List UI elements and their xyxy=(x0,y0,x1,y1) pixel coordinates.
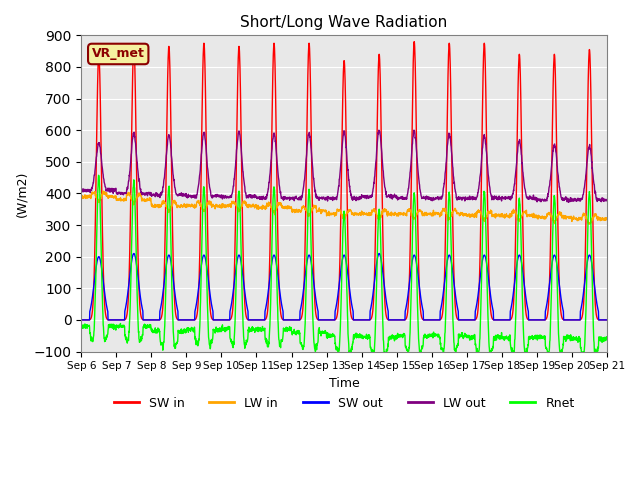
Rnet xyxy=(221,325,228,331)
SW in xyxy=(404,309,412,315)
LW in xyxy=(580,211,588,216)
SW out xyxy=(175,317,183,323)
LW in xyxy=(221,202,228,208)
Title: Short/Long Wave Radiation: Short/Long Wave Radiation xyxy=(241,15,448,30)
Rnet xyxy=(580,349,588,355)
Rnet xyxy=(591,353,599,359)
Text: VR_met: VR_met xyxy=(92,48,145,60)
LW in xyxy=(603,216,611,222)
Line: LW in: LW in xyxy=(81,191,607,224)
LW in xyxy=(77,194,85,200)
SW out xyxy=(580,285,588,291)
LW out xyxy=(77,187,85,192)
LW in xyxy=(349,210,357,216)
Line: SW in: SW in xyxy=(81,42,607,320)
SW in xyxy=(221,317,228,323)
Rnet xyxy=(77,324,85,330)
Rnet xyxy=(95,172,102,178)
Rnet xyxy=(404,349,412,355)
SW out xyxy=(603,317,611,323)
LW out xyxy=(565,200,573,205)
SW out xyxy=(404,293,412,299)
LW in xyxy=(500,214,508,220)
SW in xyxy=(175,317,183,323)
LW out xyxy=(410,127,418,133)
LW out xyxy=(603,197,611,203)
Line: SW out: SW out xyxy=(81,253,607,320)
SW out xyxy=(349,309,357,314)
SW out xyxy=(77,317,85,323)
Rnet xyxy=(500,335,508,341)
Rnet xyxy=(349,339,357,345)
Rnet xyxy=(175,329,183,335)
X-axis label: Time: Time xyxy=(329,377,360,390)
SW in xyxy=(580,292,588,298)
LW out xyxy=(404,191,412,197)
SW out xyxy=(130,251,138,256)
LW out xyxy=(580,185,588,191)
LW in xyxy=(175,204,183,209)
SW in xyxy=(500,317,508,323)
SW out xyxy=(221,317,228,323)
SW out xyxy=(500,317,508,323)
Y-axis label: (W/m2): (W/m2) xyxy=(15,170,28,216)
Legend: SW in, LW in, SW out, LW out, Rnet: SW in, LW in, SW out, LW out, Rnet xyxy=(109,392,580,415)
LW out xyxy=(349,197,356,203)
Rnet xyxy=(603,336,611,342)
SW in xyxy=(349,317,356,323)
Line: LW out: LW out xyxy=(81,130,607,203)
SW in xyxy=(410,39,418,45)
LW out xyxy=(221,195,228,201)
Line: Rnet: Rnet xyxy=(81,175,607,356)
SW in xyxy=(77,317,85,323)
LW in xyxy=(404,207,412,213)
SW in xyxy=(603,317,611,323)
LW in xyxy=(99,188,107,194)
LW out xyxy=(500,196,508,202)
LW out xyxy=(175,192,183,198)
LW in xyxy=(585,221,593,227)
